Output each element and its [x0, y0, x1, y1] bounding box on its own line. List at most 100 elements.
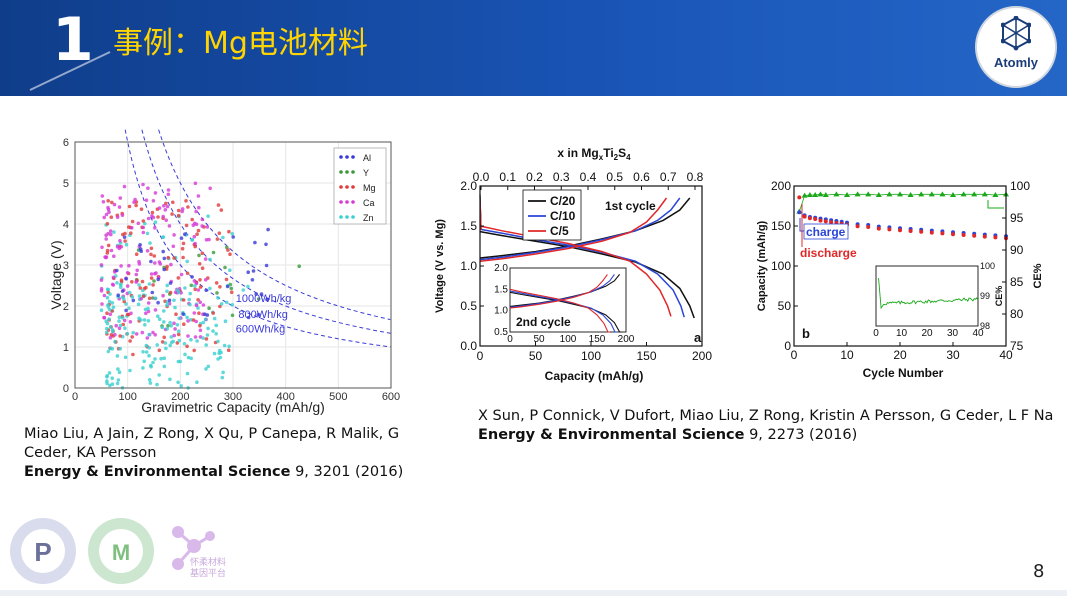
scatter-point [200, 251, 205, 256]
scatter-point [185, 259, 189, 264]
voltage-profile-chart-a: x in MgxTi2S4 0 50 100 150 2000.00.51.01.52.… [430, 140, 722, 386]
legend-label: C/10 [550, 209, 576, 223]
scatter-point [144, 350, 149, 354]
y2-axis-label: CE% [1032, 263, 1044, 288]
scatter-point [134, 203, 138, 208]
energy-density-label: 600Wh/kg [236, 324, 286, 336]
scatter-point [151, 360, 155, 365]
scatter-point [227, 344, 231, 349]
scatter-point [118, 239, 122, 243]
scatter-point [184, 223, 189, 228]
scatter-point [118, 334, 122, 338]
scatter-point [196, 228, 201, 233]
scatter-point [151, 215, 156, 220]
inset-x-tick-label: 100 [560, 334, 577, 345]
scatter-point [177, 338, 182, 343]
scatter-point [105, 295, 110, 300]
scatter-point [192, 279, 197, 283]
scatter-point [167, 224, 172, 228]
y-tick-label: 5 [63, 178, 69, 190]
y-tick-label: 3 [63, 260, 69, 272]
scatter-point [218, 355, 223, 360]
scatter-point [118, 346, 122, 351]
scatter-point [123, 355, 128, 360]
scatter-point [196, 306, 200, 310]
legend-marker [339, 185, 343, 189]
x-axis-label: Cycle Number [863, 366, 944, 380]
scatter-point [157, 348, 162, 353]
scatter-point [115, 354, 120, 358]
scatter-point [145, 336, 150, 340]
legend-marker [351, 200, 355, 204]
scatter-point [110, 301, 115, 305]
slide-title: 事例：Mg电池材料 [113, 26, 368, 61]
scatter-point [146, 309, 151, 314]
scatter-point [164, 201, 168, 206]
scatter-point [110, 382, 115, 387]
legend-marker [345, 215, 349, 219]
scatter-point [181, 241, 186, 246]
scatter-point [167, 298, 172, 303]
section-number: 1 [52, 5, 94, 75]
scatter-point [197, 311, 201, 315]
scatter-point [225, 245, 229, 250]
scatter-point [130, 280, 134, 284]
bottom-divider [0, 590, 1067, 596]
scatter-point [165, 289, 169, 294]
inset-x-tick-label: 20 [921, 328, 933, 339]
scatter-point [124, 277, 128, 281]
x-tick-label: 400 [276, 391, 294, 403]
scatter-point [120, 289, 125, 293]
inset-frame [509, 267, 627, 333]
top-tick-label: 0.1 [499, 170, 516, 184]
scatter-point [131, 330, 135, 335]
scatter-point [182, 322, 186, 326]
scatter-point [122, 235, 127, 239]
scatter-point [198, 323, 202, 328]
scatter-point [108, 312, 113, 317]
scatter-point [129, 311, 133, 316]
scatter-point [147, 296, 152, 301]
citation-2-details: 9, 2273 (2016) [744, 427, 858, 443]
scatter-point [104, 330, 109, 335]
scatter-point [107, 371, 112, 375]
y-axis-label: Capacity (mAh/g) [756, 220, 768, 311]
scatter-point [198, 278, 202, 282]
x-tick-label: 500 [329, 391, 347, 403]
scatter-point [176, 380, 180, 385]
scatter-point [113, 332, 117, 337]
scatter-point [187, 297, 191, 302]
scatter-point [185, 344, 189, 349]
scatter-point [225, 300, 229, 305]
scatter-point [131, 352, 135, 357]
scatter-point [147, 282, 152, 286]
scatter-point [113, 339, 117, 344]
scatter-point [156, 314, 160, 318]
scatter-point [216, 203, 221, 207]
scatter-point [134, 272, 139, 277]
scatter-point [182, 342, 187, 346]
page-number: 8 [1033, 561, 1045, 582]
discharge-label: discharge [800, 246, 857, 260]
scatter-point [223, 319, 228, 323]
scatter-point [193, 181, 198, 186]
scatter-point [105, 248, 110, 253]
scatter-point [193, 287, 197, 292]
scatter-point [122, 297, 126, 301]
discharge-marker [982, 234, 987, 239]
scatter-point [152, 254, 157, 258]
scatter-point [153, 261, 157, 265]
energy-density-curve [141, 129, 391, 334]
y-tick-label: 1.0 [460, 259, 477, 273]
scatter-point [176, 213, 181, 218]
inset-x-tick-label: 10 [896, 328, 908, 339]
scatter-point [149, 252, 153, 257]
scatter-point [190, 217, 194, 222]
scatter-point [168, 377, 172, 382]
x-tick-label: 200 [692, 349, 712, 363]
scatter-point [176, 208, 181, 213]
scatter-point [144, 311, 148, 316]
scatter-point [149, 364, 153, 369]
scatter-point [265, 297, 269, 302]
scatter-point [119, 278, 124, 282]
